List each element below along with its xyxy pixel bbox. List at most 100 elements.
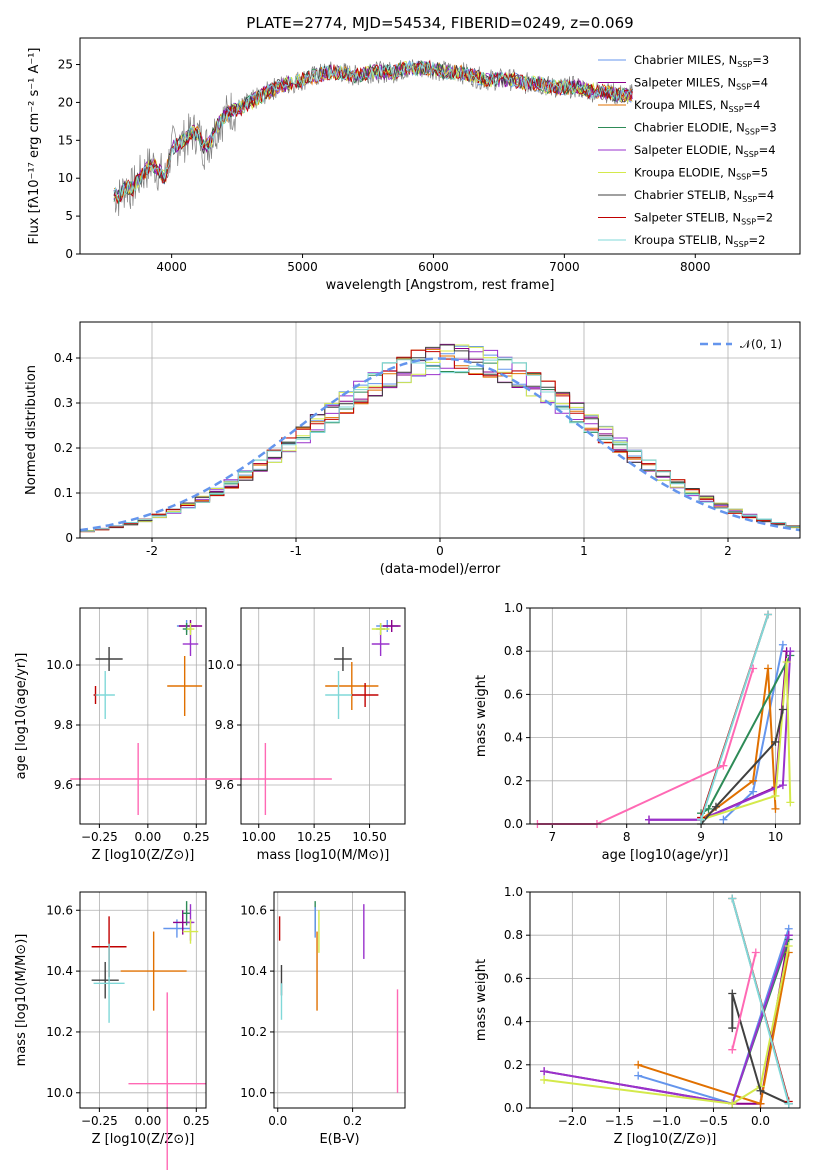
y-tick-label: 0.0 bbox=[504, 1101, 523, 1115]
x-tick-label: 0.00 bbox=[134, 1114, 161, 1128]
x-tick-label: -2 bbox=[146, 544, 158, 558]
weight-marker-1 bbox=[778, 640, 787, 649]
weight-marker-1 bbox=[719, 815, 728, 824]
legend-label-1: Chabrier MILES, NSSP=3 bbox=[634, 53, 769, 69]
plot-frame bbox=[273, 891, 406, 1109]
x-tick-label: 0.25 bbox=[183, 830, 210, 844]
legend-count: =4 bbox=[751, 76, 768, 90]
x-tick-label: 10 bbox=[768, 830, 783, 844]
y-tick-label: 10.2 bbox=[240, 1025, 267, 1039]
x-tick-label: 1 bbox=[580, 544, 588, 558]
plot-frame bbox=[529, 607, 801, 825]
y-tick-label: 0.2 bbox=[54, 441, 73, 455]
y-tick-label: 0.8 bbox=[504, 928, 523, 942]
weight-marker-5 bbox=[784, 931, 793, 940]
legend-subscript: SSP bbox=[729, 105, 744, 114]
y-tick-label: 0.2 bbox=[504, 774, 523, 788]
y-tick-label: 9.6 bbox=[54, 778, 73, 792]
residual-histogram-8 bbox=[80, 349, 800, 533]
residual-histogram-7 bbox=[80, 344, 800, 532]
weight-marker-7 bbox=[756, 1086, 765, 1095]
weight-marker-5 bbox=[778, 781, 787, 790]
weight-marker-7 bbox=[711, 802, 720, 811]
x-tick-label: −1.5 bbox=[605, 1114, 634, 1128]
y-axis-label: age [log10(age/yr)] bbox=[14, 653, 29, 780]
legend-subscript: SSP bbox=[734, 240, 749, 249]
x-tick-label: 2 bbox=[724, 544, 732, 558]
weight-marker-5 bbox=[540, 1067, 549, 1076]
x-tick-label: 0.00 bbox=[134, 830, 161, 844]
weight-marker-9 bbox=[728, 894, 737, 903]
weight-marker-3 bbox=[634, 1060, 643, 1069]
legend-label-6: Kroupa ELODIE, NSSP=5 bbox=[634, 166, 768, 182]
weight-marker-9 bbox=[697, 815, 706, 824]
x-tick-label: 0.0 bbox=[751, 1114, 770, 1128]
legend-subscript: SSP bbox=[737, 60, 752, 69]
legend-subscript: SSP bbox=[742, 195, 757, 204]
x-tick-label: −0.25 bbox=[81, 1114, 118, 1128]
legend-count: =3 bbox=[752, 53, 769, 67]
y-tick-label: 15 bbox=[58, 133, 73, 147]
observed-spectrum bbox=[113, 59, 633, 217]
legend-label-2: Salpeter MILES, NSSP=4 bbox=[634, 76, 768, 92]
y-axis-label: mass weight bbox=[474, 675, 489, 757]
weight-marker-7 bbox=[778, 705, 787, 714]
legend-label-5: Salpeter ELODIE, NSSP=4 bbox=[634, 143, 776, 159]
legend-count: =5 bbox=[751, 166, 768, 180]
y-tick-label: 0.4 bbox=[504, 731, 523, 745]
x-tick-label: 0.2 bbox=[343, 1114, 362, 1128]
weight-line-7 bbox=[700, 709, 784, 825]
weight-marker-1 bbox=[749, 787, 758, 796]
x-axis-label: Z [log10(Z/Z⊙)] bbox=[92, 1132, 195, 1147]
weight-marker-6 bbox=[784, 942, 793, 950]
normal-curve bbox=[79, 357, 801, 532]
y-tick-label: 0.6 bbox=[504, 971, 523, 985]
legend-subscript: SSP bbox=[744, 150, 759, 159]
y-tick-label: 10.0 bbox=[207, 658, 234, 672]
x-tick-label: 10.50 bbox=[352, 830, 386, 844]
y-tick-label: 1.0 bbox=[504, 885, 523, 899]
legend-subscript: SSP bbox=[745, 128, 760, 137]
weight-line-3 bbox=[700, 668, 777, 821]
y-axis-label: Normed distribution bbox=[24, 365, 39, 495]
model-spectrum-6 bbox=[113, 60, 633, 201]
weight-marker-7 bbox=[728, 1024, 737, 1033]
weight-line-10 bbox=[731, 952, 757, 1050]
weight-line-9 bbox=[700, 614, 769, 821]
weight-marker-10 bbox=[749, 664, 758, 673]
weight-marker-3 bbox=[749, 776, 758, 785]
weight-marker-9 bbox=[764, 610, 773, 619]
x-tick-label: 9 bbox=[697, 830, 705, 844]
x-tick-label: −2.0 bbox=[558, 1114, 587, 1128]
x-axis-label: Z [log10(Z/Z⊙)] bbox=[92, 848, 195, 863]
y-tick-label: 10.2 bbox=[46, 1025, 73, 1039]
weight-marker-5 bbox=[786, 647, 795, 656]
weight-marker-7 bbox=[728, 989, 737, 998]
weight-marker-7 bbox=[771, 737, 780, 746]
y-tick-label: 10.4 bbox=[46, 964, 73, 978]
legend-label-normal: 𝒩(0, 1) bbox=[740, 337, 782, 351]
weight-line-6 bbox=[700, 661, 792, 821]
residual-histogram-9 bbox=[80, 357, 800, 532]
weight-marker-6 bbox=[782, 658, 791, 666]
weight-marker-10 bbox=[751, 948, 760, 957]
y-tick-label: 10.0 bbox=[46, 658, 73, 672]
x-tick-label: 0.25 bbox=[183, 1114, 210, 1128]
y-tick-label: 0.6 bbox=[504, 687, 523, 701]
y-axis-label: mass [log10(M/M⊙)] bbox=[14, 934, 29, 1067]
x-axis-label: E(B-V) bbox=[319, 1132, 359, 1147]
legend-count: =4 bbox=[744, 98, 761, 112]
x-axis-label: (data-model)/error bbox=[380, 562, 501, 577]
y-tick-label: 0 bbox=[65, 247, 73, 261]
x-tick-label: 4000 bbox=[156, 260, 187, 274]
y-axis-label: Flux [fλ10⁻¹⁷ erg cm⁻² s⁻¹ A⁻¹] bbox=[27, 48, 42, 245]
x-axis-label: age [log10(age/yr)] bbox=[602, 848, 729, 863]
x-axis-label: wavelength [Angstrom, rest frame] bbox=[326, 278, 555, 293]
y-tick-label: 0.0 bbox=[504, 817, 523, 831]
y-tick-label: 0.1 bbox=[54, 486, 73, 500]
weight-marker-10 bbox=[719, 761, 728, 770]
legend-label-7: Chabrier STELIB, NSSP=4 bbox=[634, 188, 774, 204]
y-tick-label: 0 bbox=[65, 531, 73, 545]
y-tick-label: 0.4 bbox=[54, 351, 73, 365]
y-tick-label: 10 bbox=[58, 171, 73, 185]
